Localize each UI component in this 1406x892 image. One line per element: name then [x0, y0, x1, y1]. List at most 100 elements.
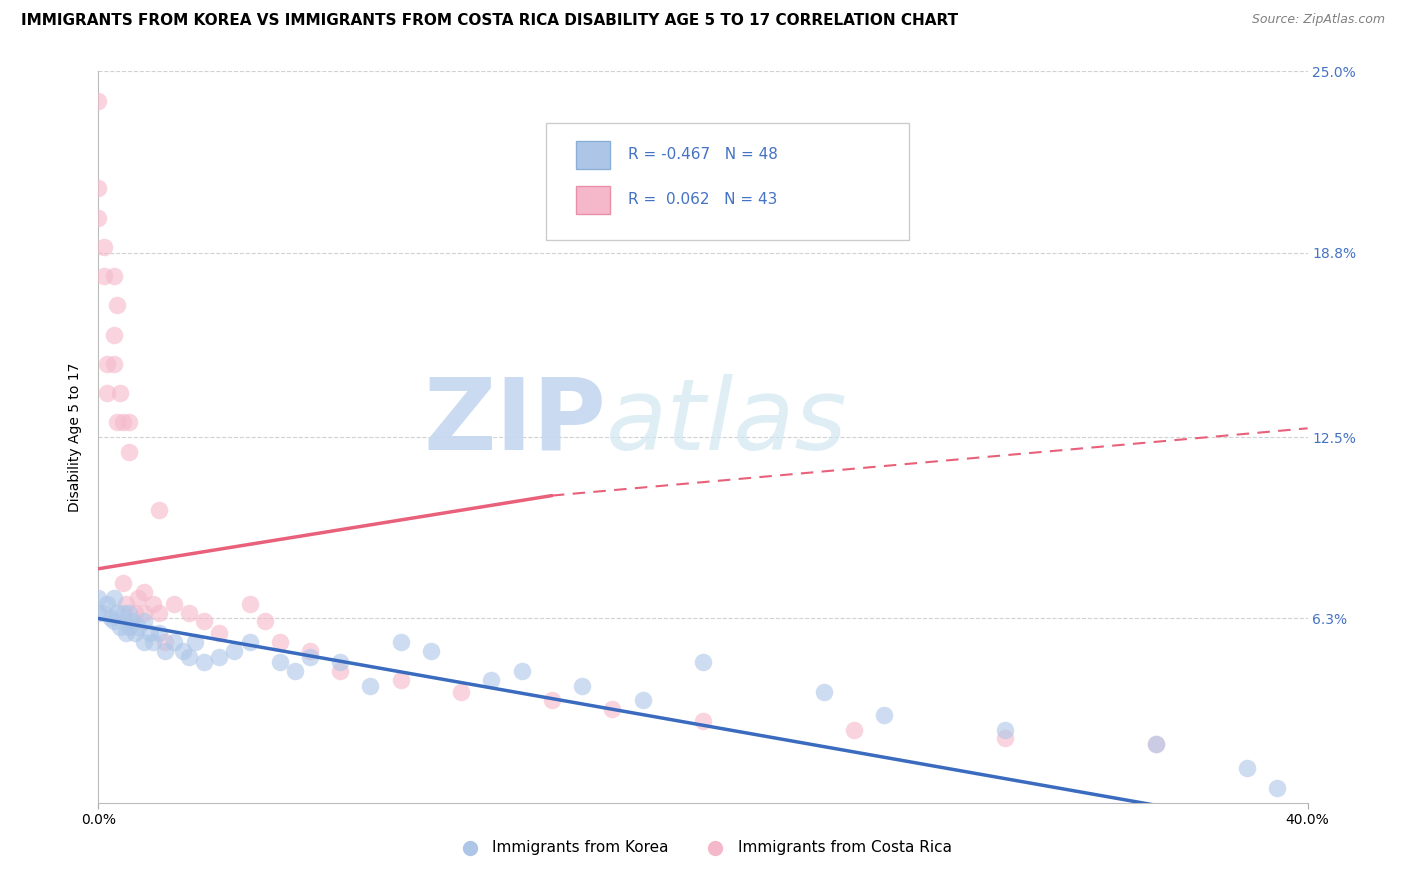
Point: [118, 606, 141, 620]
Point: [389, 673, 412, 687]
Point: [103, 327, 125, 342]
Point: [108, 386, 131, 401]
Point: [163, 635, 186, 649]
Point: [184, 635, 207, 649]
Point: [96, 357, 118, 371]
Point: [93, 606, 115, 620]
Point: [93, 269, 115, 284]
Point: [224, 643, 246, 657]
Point: [813, 684, 835, 698]
Point: [540, 693, 562, 707]
Point: [132, 585, 155, 599]
Point: [114, 626, 136, 640]
Point: [114, 597, 136, 611]
Point: [153, 643, 176, 657]
FancyBboxPatch shape: [576, 186, 610, 214]
Text: R =  0.062   N = 43: R = 0.062 N = 43: [628, 193, 778, 208]
Point: [148, 606, 170, 620]
Point: [1236, 761, 1258, 775]
Point: [360, 679, 382, 693]
Point: [193, 656, 215, 670]
Point: [96, 597, 118, 611]
Point: [510, 664, 533, 678]
Point: [111, 576, 134, 591]
Point: [103, 591, 125, 605]
Point: [269, 635, 291, 649]
Point: [253, 615, 276, 629]
Point: [124, 606, 146, 620]
Point: [631, 693, 654, 707]
Point: [103, 615, 125, 629]
Point: [299, 649, 322, 664]
Point: [118, 444, 141, 458]
Point: [118, 620, 141, 634]
Point: [96, 386, 118, 401]
Point: [87, 181, 110, 195]
Point: [142, 635, 165, 649]
Point: [118, 416, 141, 430]
Point: [239, 597, 262, 611]
Point: [105, 416, 128, 430]
Point: [1144, 737, 1167, 751]
Point: [132, 635, 155, 649]
Point: [132, 606, 155, 620]
Point: [153, 635, 176, 649]
Point: [139, 626, 162, 640]
Point: [284, 664, 307, 678]
Point: [299, 643, 322, 657]
Point: [103, 269, 125, 284]
Point: [994, 723, 1017, 737]
Point: [148, 503, 170, 517]
Point: [179, 606, 201, 620]
Point: [1144, 737, 1167, 751]
Text: IMMIGRANTS FROM KOREA VS IMMIGRANTS FROM COSTA RICA DISABILITY AGE 5 TO 17 CORRE: IMMIGRANTS FROM KOREA VS IMMIGRANTS FROM…: [21, 13, 959, 29]
Point: [450, 684, 472, 698]
FancyBboxPatch shape: [546, 122, 908, 240]
Point: [692, 656, 714, 670]
Legend: Immigrants from Korea, Immigrants from Costa Rica: Immigrants from Korea, Immigrants from C…: [449, 834, 957, 861]
Text: Source: ZipAtlas.com: Source: ZipAtlas.com: [1251, 13, 1385, 27]
Point: [844, 723, 866, 737]
Point: [111, 606, 134, 620]
Point: [481, 673, 503, 687]
Point: [132, 615, 155, 629]
Point: [329, 664, 352, 678]
Point: [1267, 781, 1289, 796]
Point: [87, 606, 110, 620]
Point: [179, 649, 201, 664]
Point: [602, 702, 624, 716]
Point: [172, 643, 194, 657]
Point: [269, 656, 291, 670]
Point: [103, 357, 125, 371]
Point: [329, 656, 352, 670]
Point: [121, 615, 143, 629]
Point: [100, 611, 122, 625]
Point: [239, 635, 262, 649]
Point: [87, 94, 110, 108]
Point: [148, 626, 170, 640]
Point: [127, 620, 149, 634]
Point: [420, 643, 443, 657]
Point: [111, 416, 134, 430]
Point: [93, 240, 115, 254]
Point: [208, 626, 231, 640]
Point: [124, 626, 146, 640]
Point: [105, 298, 128, 312]
Point: [994, 731, 1017, 746]
Point: [163, 597, 186, 611]
FancyBboxPatch shape: [576, 141, 610, 169]
Text: ZIP: ZIP: [423, 374, 606, 471]
Point: [127, 591, 149, 605]
Point: [208, 649, 231, 664]
Point: [87, 591, 110, 605]
Point: [142, 597, 165, 611]
Text: atlas: atlas: [606, 374, 848, 471]
Point: [571, 679, 593, 693]
Point: [389, 635, 412, 649]
Point: [692, 714, 714, 728]
Point: [193, 615, 215, 629]
Point: [105, 606, 128, 620]
Point: [87, 211, 110, 225]
Point: [108, 620, 131, 634]
Text: R = -0.467   N = 48: R = -0.467 N = 48: [628, 147, 778, 162]
